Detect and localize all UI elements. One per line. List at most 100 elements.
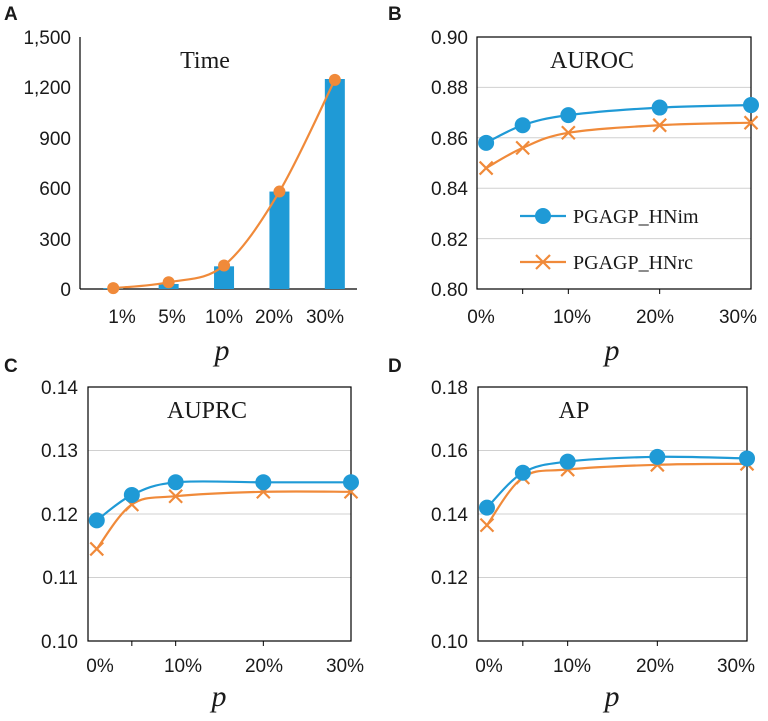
panel-d-x-axis-label: p bbox=[603, 680, 620, 713]
pgagp-hnim-point bbox=[343, 474, 359, 491]
pgagp-hnrc-point bbox=[515, 140, 530, 156]
panel-d-y-tick-label: 0.16 bbox=[431, 441, 468, 462]
pgagp-hnrc-point bbox=[561, 125, 576, 141]
pgagp-hnrc-line bbox=[485, 121, 752, 169]
pgagp-hnrc-line bbox=[95, 490, 352, 550]
panel-d-gridlines bbox=[478, 450, 747, 646]
panel-d-y-tick-label: 0.18 bbox=[431, 378, 468, 399]
panel-a-x-tick-label: 1% bbox=[108, 307, 136, 328]
pgagp-hnim-point bbox=[560, 107, 577, 124]
panel-b: B AUROC 0.80 0.82 0.84 0.86 0.88 0.90 0%… bbox=[388, 4, 759, 367]
time-line-point bbox=[162, 276, 175, 289]
panel-c-x-axis-label: p bbox=[210, 680, 227, 713]
pgagp-hnim-point bbox=[514, 117, 531, 134]
panel-b-x-axis-label: p bbox=[603, 334, 620, 367]
panel-d-x-tick-label: 20% bbox=[636, 656, 674, 677]
legend-hnim-marker bbox=[535, 208, 551, 224]
panel-a-y-tick-label: 0 bbox=[60, 280, 71, 301]
panel-a-x-tick-label: 10% bbox=[205, 307, 243, 328]
time-bar bbox=[324, 79, 345, 289]
panel-d-title: AP bbox=[559, 398, 590, 424]
pgagp-hnrc-point bbox=[168, 488, 183, 504]
pgagp-hnim-point bbox=[514, 464, 531, 481]
panel-c-y-tick-label: 0.14 bbox=[41, 378, 78, 399]
pgagp-hnim-point bbox=[478, 134, 495, 151]
panel-c-letter: C bbox=[4, 356, 18, 377]
panel-a-marks bbox=[103, 73, 345, 295]
panel-c-marks bbox=[88, 474, 359, 557]
panel-b-y-tick-label: 0.82 bbox=[431, 230, 468, 251]
panel-d-y-tick-label: 0.14 bbox=[431, 505, 468, 526]
pgagp-hnim-point bbox=[739, 450, 755, 467]
panel-b-y-tick-label: 0.88 bbox=[431, 78, 468, 99]
panel-c-y-tick-label: 0.11 bbox=[42, 568, 78, 589]
panel-c: C AUPRC 0.10 0.11 0.12 0.13 0.14 0% 10% … bbox=[4, 356, 364, 713]
panel-d-x-tick-label: 10% bbox=[553, 656, 591, 677]
panel-a-y-tick-label: 600 bbox=[39, 179, 71, 200]
panel-d-x-tick-label: 0% bbox=[475, 656, 503, 677]
panel-a-letter: A bbox=[4, 4, 18, 25]
panel-a-title: Time bbox=[180, 48, 230, 74]
legend-hnrc-label: PGAGP_HNrc bbox=[573, 252, 693, 274]
panel-d-y-tick-label: 0.10 bbox=[431, 632, 468, 653]
time-line-point bbox=[107, 282, 120, 295]
panel-a-y-tick-label: 300 bbox=[39, 230, 71, 251]
panel-c-x-tick-label: 20% bbox=[245, 656, 283, 677]
panel-b-y-tick-label: 0.90 bbox=[431, 28, 468, 49]
panel-b-x-tick-label: 30% bbox=[719, 307, 757, 328]
panel-b-y-tick-label: 0.80 bbox=[431, 280, 468, 301]
panel-b-x-tick-label: 0% bbox=[467, 307, 495, 328]
pgagp-hnrc-point bbox=[743, 115, 759, 130]
panel-d-letter: D bbox=[388, 356, 402, 377]
panel-c-y-tick-labels: 0.10 0.11 0.12 0.13 0.14 bbox=[41, 378, 78, 653]
panel-a-x-tick-label: 30% bbox=[306, 307, 344, 328]
time-line-point bbox=[218, 259, 231, 272]
panel-d-plot-frame bbox=[477, 386, 748, 642]
panel-a-x-tick-label: 5% bbox=[158, 307, 186, 328]
pgagp-hnim-point bbox=[651, 99, 668, 116]
time-bar bbox=[269, 191, 290, 289]
panel-c-y-tick-label: 0.13 bbox=[41, 441, 78, 462]
panel-a: A Time 0 300 600 900 1,200 1,500 1% 5% 1… bbox=[4, 4, 357, 367]
panel-b-y-tick-label: 0.84 bbox=[431, 179, 468, 200]
panel-a-x-tick-label: 20% bbox=[255, 307, 293, 328]
panel-d-y-tick-labels: 0.10 0.12 0.14 0.16 0.18 bbox=[431, 378, 468, 653]
panel-a-y-tick-label: 900 bbox=[39, 129, 71, 150]
time-bar bbox=[214, 266, 235, 289]
panel-d-x-tick-label: 30% bbox=[717, 656, 755, 677]
panel-b-legend: PGAGP_HNim PGAGP_HNrc bbox=[520, 206, 699, 274]
legend-hnrc-marker bbox=[535, 254, 551, 270]
time-line-point bbox=[328, 73, 341, 86]
pgagp-hnrc-point bbox=[478, 160, 494, 176]
panel-c-x-tick-label: 0% bbox=[86, 656, 114, 677]
panel-a-y-tick-labels: 0 300 600 900 1,200 1,500 bbox=[23, 28, 71, 301]
panel-a-y-tick-label: 1,200 bbox=[23, 78, 71, 99]
panel-c-x-tick-labels: 0% 10% 20% 30% bbox=[86, 656, 364, 677]
legend-hnim-label: PGAGP_HNim bbox=[573, 206, 699, 228]
pgagp-hnim-point bbox=[123, 486, 140, 503]
panel-a-x-axis-label: p bbox=[213, 334, 230, 367]
pgagp-hnim-point bbox=[167, 474, 184, 491]
pgagp-hnim-point bbox=[88, 512, 105, 529]
panel-b-plot-frame bbox=[476, 36, 752, 290]
pgagp-hnim-point bbox=[743, 97, 759, 114]
pgagp-hnim-point bbox=[255, 474, 272, 491]
pgagp-hnrc-line bbox=[486, 462, 748, 526]
time-line-point bbox=[273, 185, 286, 198]
panel-c-y-tick-label: 0.12 bbox=[41, 505, 78, 526]
pgagp-hnim-point bbox=[559, 453, 576, 470]
panel-c-plot-frame bbox=[87, 386, 352, 642]
pgagp-hnrc-point bbox=[89, 541, 105, 557]
panel-c-title: AUPRC bbox=[167, 398, 247, 424]
panel-b-x-tick-label: 20% bbox=[636, 307, 674, 328]
panel-d: D AP 0.10 0.12 0.14 0.16 0.18 0% 10% 20%… bbox=[388, 356, 755, 713]
pgagp-hnrc-point bbox=[652, 117, 667, 133]
panel-c-x-tick-label: 30% bbox=[326, 656, 364, 677]
panel-d-marks bbox=[478, 448, 755, 533]
panel-a-y-tick-label: 1,500 bbox=[23, 28, 71, 49]
panel-d-x-tick-labels: 0% 10% 20% 30% bbox=[475, 656, 755, 677]
panel-b-letter: B bbox=[388, 4, 402, 25]
panel-a-x-tick-labels: 1% 5% 10% 20% 30% bbox=[108, 307, 344, 328]
